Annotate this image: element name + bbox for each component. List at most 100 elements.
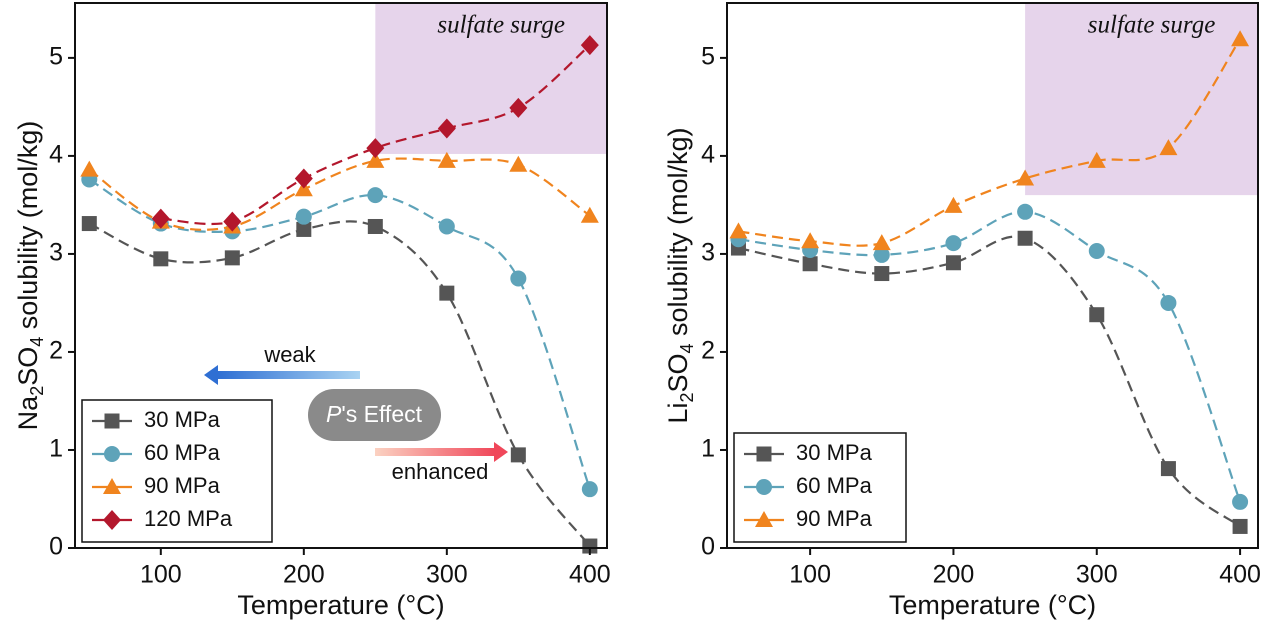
marker xyxy=(801,232,820,249)
marker xyxy=(729,222,748,239)
legend-label: 30 MPa xyxy=(796,440,873,465)
marker xyxy=(510,270,527,287)
marker xyxy=(756,446,772,462)
y-tick-label: 0 xyxy=(49,533,63,561)
y-axis-title-part: Li xyxy=(663,403,693,424)
legend-label: 30 MPa xyxy=(144,407,221,432)
marker xyxy=(366,151,385,168)
legend-label: 90 MPa xyxy=(144,473,221,498)
marker xyxy=(510,447,526,463)
marker xyxy=(437,118,456,139)
x-tick-label: 100 xyxy=(789,561,831,589)
marker xyxy=(1017,203,1034,220)
y-axis-title-subscript: 4 xyxy=(27,337,47,347)
x-tick-label: 400 xyxy=(1219,561,1261,589)
marker xyxy=(437,151,456,168)
effect-label-rest: 's Effect xyxy=(341,401,422,427)
plot-frame xyxy=(74,2,608,549)
marker xyxy=(366,138,385,159)
marker xyxy=(1016,169,1035,186)
marker xyxy=(580,35,599,56)
shaded-region xyxy=(375,3,607,154)
y-tick-label: 5 xyxy=(701,43,715,71)
marker xyxy=(582,538,598,554)
enhanced-arrowhead xyxy=(494,442,508,462)
marker xyxy=(872,234,891,251)
marker xyxy=(81,216,97,232)
legend-label: 60 MPa xyxy=(144,440,221,465)
marker xyxy=(104,446,120,462)
marker xyxy=(802,256,818,272)
x-axis-title: Temperature (°C) xyxy=(889,590,1096,620)
marker xyxy=(945,235,962,252)
marker xyxy=(296,221,312,237)
marker xyxy=(1089,307,1105,323)
panel: sulfate surge 0 1 2 3 4 5 100 200 300 400 Temperatu… xyxy=(13,2,611,620)
x-tick-label: 200 xyxy=(283,561,325,589)
x-tick-label: 200 xyxy=(933,561,975,589)
y-axis-title-subscript: 2 xyxy=(27,386,47,396)
marker xyxy=(944,196,963,213)
effect-label-p: P xyxy=(326,401,342,427)
marker xyxy=(581,481,598,498)
marker xyxy=(509,97,528,118)
y-tick-label: 4 xyxy=(701,141,715,169)
marker xyxy=(756,479,772,495)
y-tick-label: 2 xyxy=(49,337,63,365)
enhanced-arrow xyxy=(375,448,495,456)
plots: sulfate surge 0 1 2 3 4 5 100 200 300 400 Temperatu… xyxy=(13,2,1261,620)
marker xyxy=(367,218,383,234)
y-tick-label: 3 xyxy=(701,239,715,267)
shaded-region xyxy=(1025,3,1258,196)
x-axis-title: Temperature (°C) xyxy=(237,590,444,620)
y-axis-title-part: SO xyxy=(663,354,693,393)
y-axis-title-part: solubility (mol/kg) xyxy=(13,121,43,337)
legend-label: 90 MPa xyxy=(796,506,873,531)
marker xyxy=(945,255,961,271)
marker xyxy=(438,218,455,235)
marker xyxy=(755,511,773,527)
marker xyxy=(439,285,455,301)
marker xyxy=(1232,493,1249,510)
plot-frame xyxy=(726,2,1259,549)
effect-label: P's Effect xyxy=(326,401,423,427)
legend: 30 MPa 60 MPa 90 MPa 120 MPa xyxy=(81,399,273,543)
series-line xyxy=(738,235,1241,528)
y-axis-title-part: solubility (mol/kg) xyxy=(663,127,693,343)
marker xyxy=(151,208,170,229)
y-tick-label: 3 xyxy=(49,239,63,267)
y-tick-label: 2 xyxy=(701,337,715,365)
marker xyxy=(509,155,528,172)
x-tick-label: 400 xyxy=(569,561,611,589)
marker xyxy=(153,251,169,267)
region-label: sulfate surge xyxy=(1088,12,1216,39)
marker xyxy=(367,187,384,204)
x-tick-label: 300 xyxy=(426,561,468,589)
marker xyxy=(1087,151,1106,168)
y-tick-label: 5 xyxy=(49,43,63,71)
y-tick-label: 4 xyxy=(49,141,63,169)
effect-pill xyxy=(308,389,441,441)
marker xyxy=(874,266,890,282)
marker xyxy=(580,206,599,223)
legend: 30 MPa 60 MPa 90 MPa xyxy=(733,432,907,543)
marker xyxy=(1088,242,1105,259)
marker xyxy=(295,208,312,225)
marker xyxy=(1231,30,1250,47)
marker xyxy=(1017,230,1033,246)
marker xyxy=(224,250,240,266)
legend-label: 120 MPa xyxy=(144,506,233,531)
marker xyxy=(1160,294,1177,311)
marker xyxy=(873,246,890,263)
panel: sulfate surge 0 1 2 3 4 5 100 200 300 400 Temperatu… xyxy=(663,2,1261,620)
region-label: sulfate surge xyxy=(437,12,565,39)
weak-arrowhead xyxy=(204,365,218,385)
marker xyxy=(80,160,99,177)
legend-label: 60 MPa xyxy=(796,473,873,498)
marker xyxy=(1232,518,1248,534)
marker xyxy=(103,478,121,494)
weak-arrow xyxy=(218,371,360,379)
y-axis-title-part: Na xyxy=(13,395,43,430)
marker xyxy=(1159,139,1178,156)
pressure-effect-annotation: weak P's Effect enhanced xyxy=(204,342,508,484)
